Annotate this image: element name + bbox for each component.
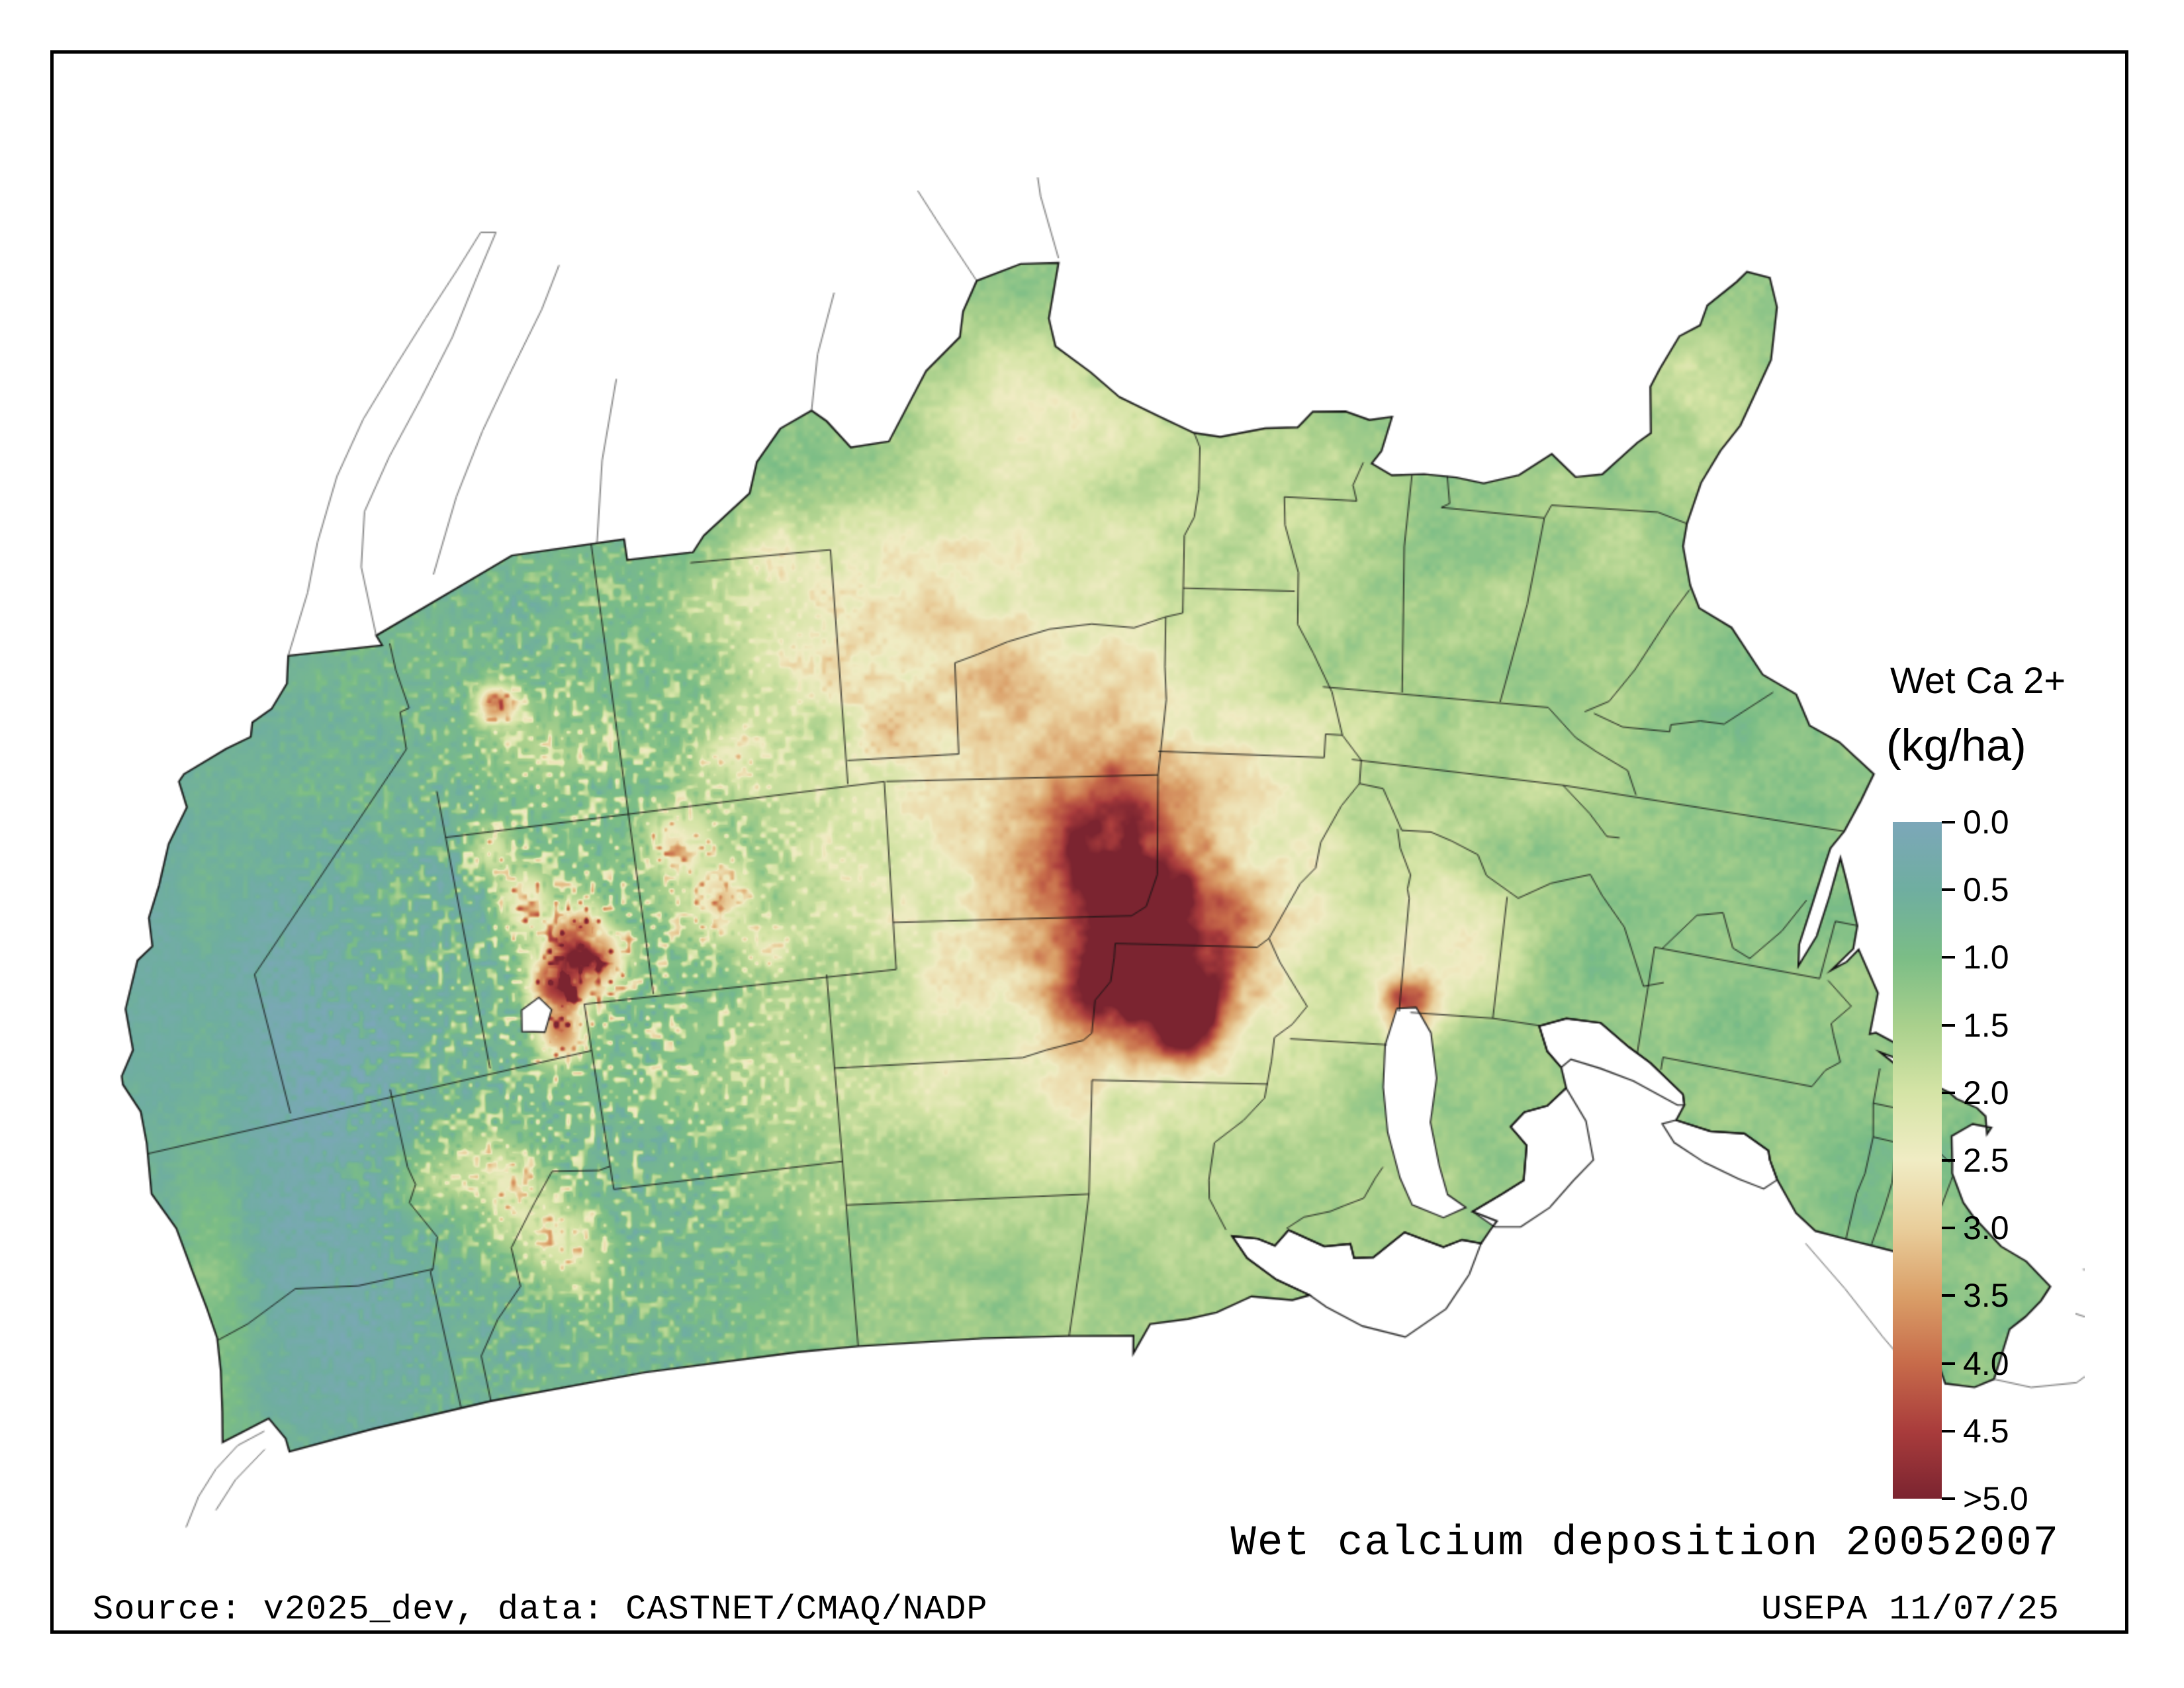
plot-frame-border [50, 50, 2128, 1634]
us-wet-calcium-deposition-map [93, 177, 2085, 1587]
legend-tick: 2.0 [1942, 1074, 2009, 1112]
legend-tick-list: 0.0 0.5 1.0 1.5 2.0 2.5 3.0 3.5 4.0 4.5 >5.0 [1942, 804, 2140, 1517]
legend-tick-label: 2.5 [1963, 1142, 2009, 1179]
legend-units: (kg/ha) [1886, 720, 2026, 771]
legend-colorbar [1893, 822, 1942, 1499]
legend-tick: 3.0 [1942, 1209, 2009, 1247]
legend-tick-label: 0.5 [1963, 871, 2009, 909]
legend-tick-label: 3.0 [1963, 1209, 2009, 1247]
legend-tick: 0.5 [1942, 870, 2009, 909]
legend-tick: 2.5 [1942, 1141, 2009, 1180]
legend-tick-mark [1942, 1497, 1955, 1500]
legend-tick-mark [1942, 821, 1955, 823]
legend-tick: 4.5 [1942, 1412, 2009, 1450]
legend-tick-label: 1.5 [1963, 1006, 2009, 1044]
legend-tick: 1.0 [1942, 938, 2009, 976]
legend-tick-label: >5.0 [1963, 1480, 2028, 1517]
legend-tick: 3.5 [1942, 1276, 2009, 1315]
source-text: Source: v2025_dev, data: CASTNET/CMAQ/NA… [93, 1590, 988, 1629]
legend-tick: 4.0 [1942, 1344, 2009, 1383]
legend-tick-label: 3.5 [1963, 1277, 2009, 1315]
legend-tick-mark [1942, 1227, 1955, 1230]
legend-tick-label: 2.0 [1963, 1074, 2009, 1111]
legend-title: Wet Ca 2+ [1890, 659, 2066, 701]
legend-tick-mark [1942, 1091, 1955, 1094]
legend-tick-mark [1942, 1362, 1955, 1365]
map-title: Wet calcium deposition 20052007 [1230, 1520, 2060, 1568]
legend-tick-mark [1942, 888, 1955, 892]
legend-tick-label: 1.0 [1963, 939, 2009, 976]
legend-tick-mark [1942, 1159, 1955, 1162]
legend-tick: >5.0 [1942, 1479, 2028, 1518]
legend-tick: 0.0 [1942, 803, 2009, 841]
legend-tick-mark [1942, 1294, 1955, 1297]
legend-tick: 1.5 [1942, 1006, 2009, 1045]
legend-tick-mark [1942, 1023, 1955, 1027]
legend-tick-label: 4.0 [1963, 1344, 2009, 1382]
legend-tick-mark [1942, 956, 1955, 959]
agency-date-text: USEPA 11/07/25 [1761, 1590, 2060, 1629]
legend-tick-label: 4.5 [1963, 1412, 2009, 1450]
legend-tick-mark [1942, 1429, 1955, 1432]
legend-tick-label: 0.0 [1963, 804, 2009, 841]
